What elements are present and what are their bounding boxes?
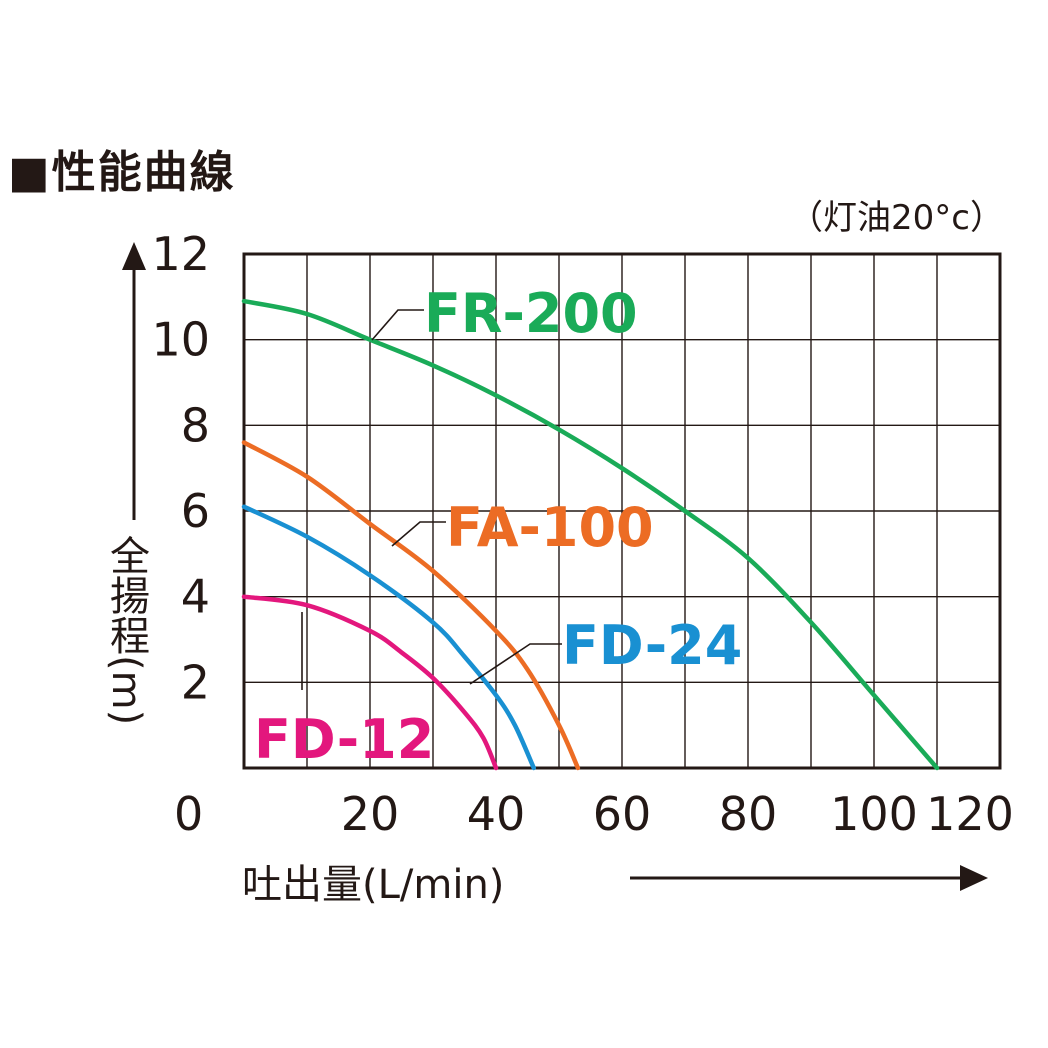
y-tick-label: 2 — [181, 655, 210, 709]
series-label-3: FD-12 — [254, 708, 434, 771]
series-curve-0 — [241, 298, 940, 771]
x-axis-label: 吐出量(L/min) — [242, 862, 504, 908]
y-tick-label: 12 — [151, 227, 210, 281]
series-curve-1 — [241, 440, 581, 771]
x-tick-label: 0 — [174, 787, 203, 841]
y-axis-arrow-head — [122, 242, 146, 270]
leader-line-1 — [391, 521, 446, 547]
x-tick-label: 60 — [593, 787, 652, 841]
series-curve-2 — [241, 504, 537, 771]
series-label-2: FD-24 — [562, 614, 742, 677]
series-label-1: FA-100 — [446, 496, 654, 559]
series-curves — [241, 298, 940, 771]
plot-frame — [242, 252, 1002, 770]
x-tick-label: 20 — [341, 787, 400, 841]
tick-labels: 0 20 40 60 80 100 120 2 4 6 8 10 12 — [151, 227, 1013, 841]
y-tick-label: 6 — [181, 484, 210, 538]
x-tick-label: 100 — [830, 787, 918, 841]
series-labels: FR-200 FA-100 FD-24 FD-12 — [254, 282, 742, 771]
y-tick-label: 10 — [151, 313, 210, 367]
leader-line-2 — [469, 643, 562, 685]
leader-line-0 — [371, 309, 424, 341]
x-tick-label: 120 — [926, 787, 1014, 841]
x-tick-label: 40 — [467, 787, 526, 841]
y-tick-label: 8 — [181, 398, 210, 452]
axis-arrows — [122, 242, 988, 891]
x-axis-arrow-head — [960, 865, 988, 891]
series-label-0: FR-200 — [424, 282, 638, 345]
x-tick-label: 80 — [719, 787, 778, 841]
series-curve-3 — [241, 594, 499, 771]
y-tick-label: 4 — [181, 570, 210, 624]
y-axis-label: 全揚程(m) — [103, 535, 149, 726]
condition-note: （灯油20°c） — [789, 198, 1004, 238]
chart-title: ■性能曲線 — [8, 147, 236, 198]
